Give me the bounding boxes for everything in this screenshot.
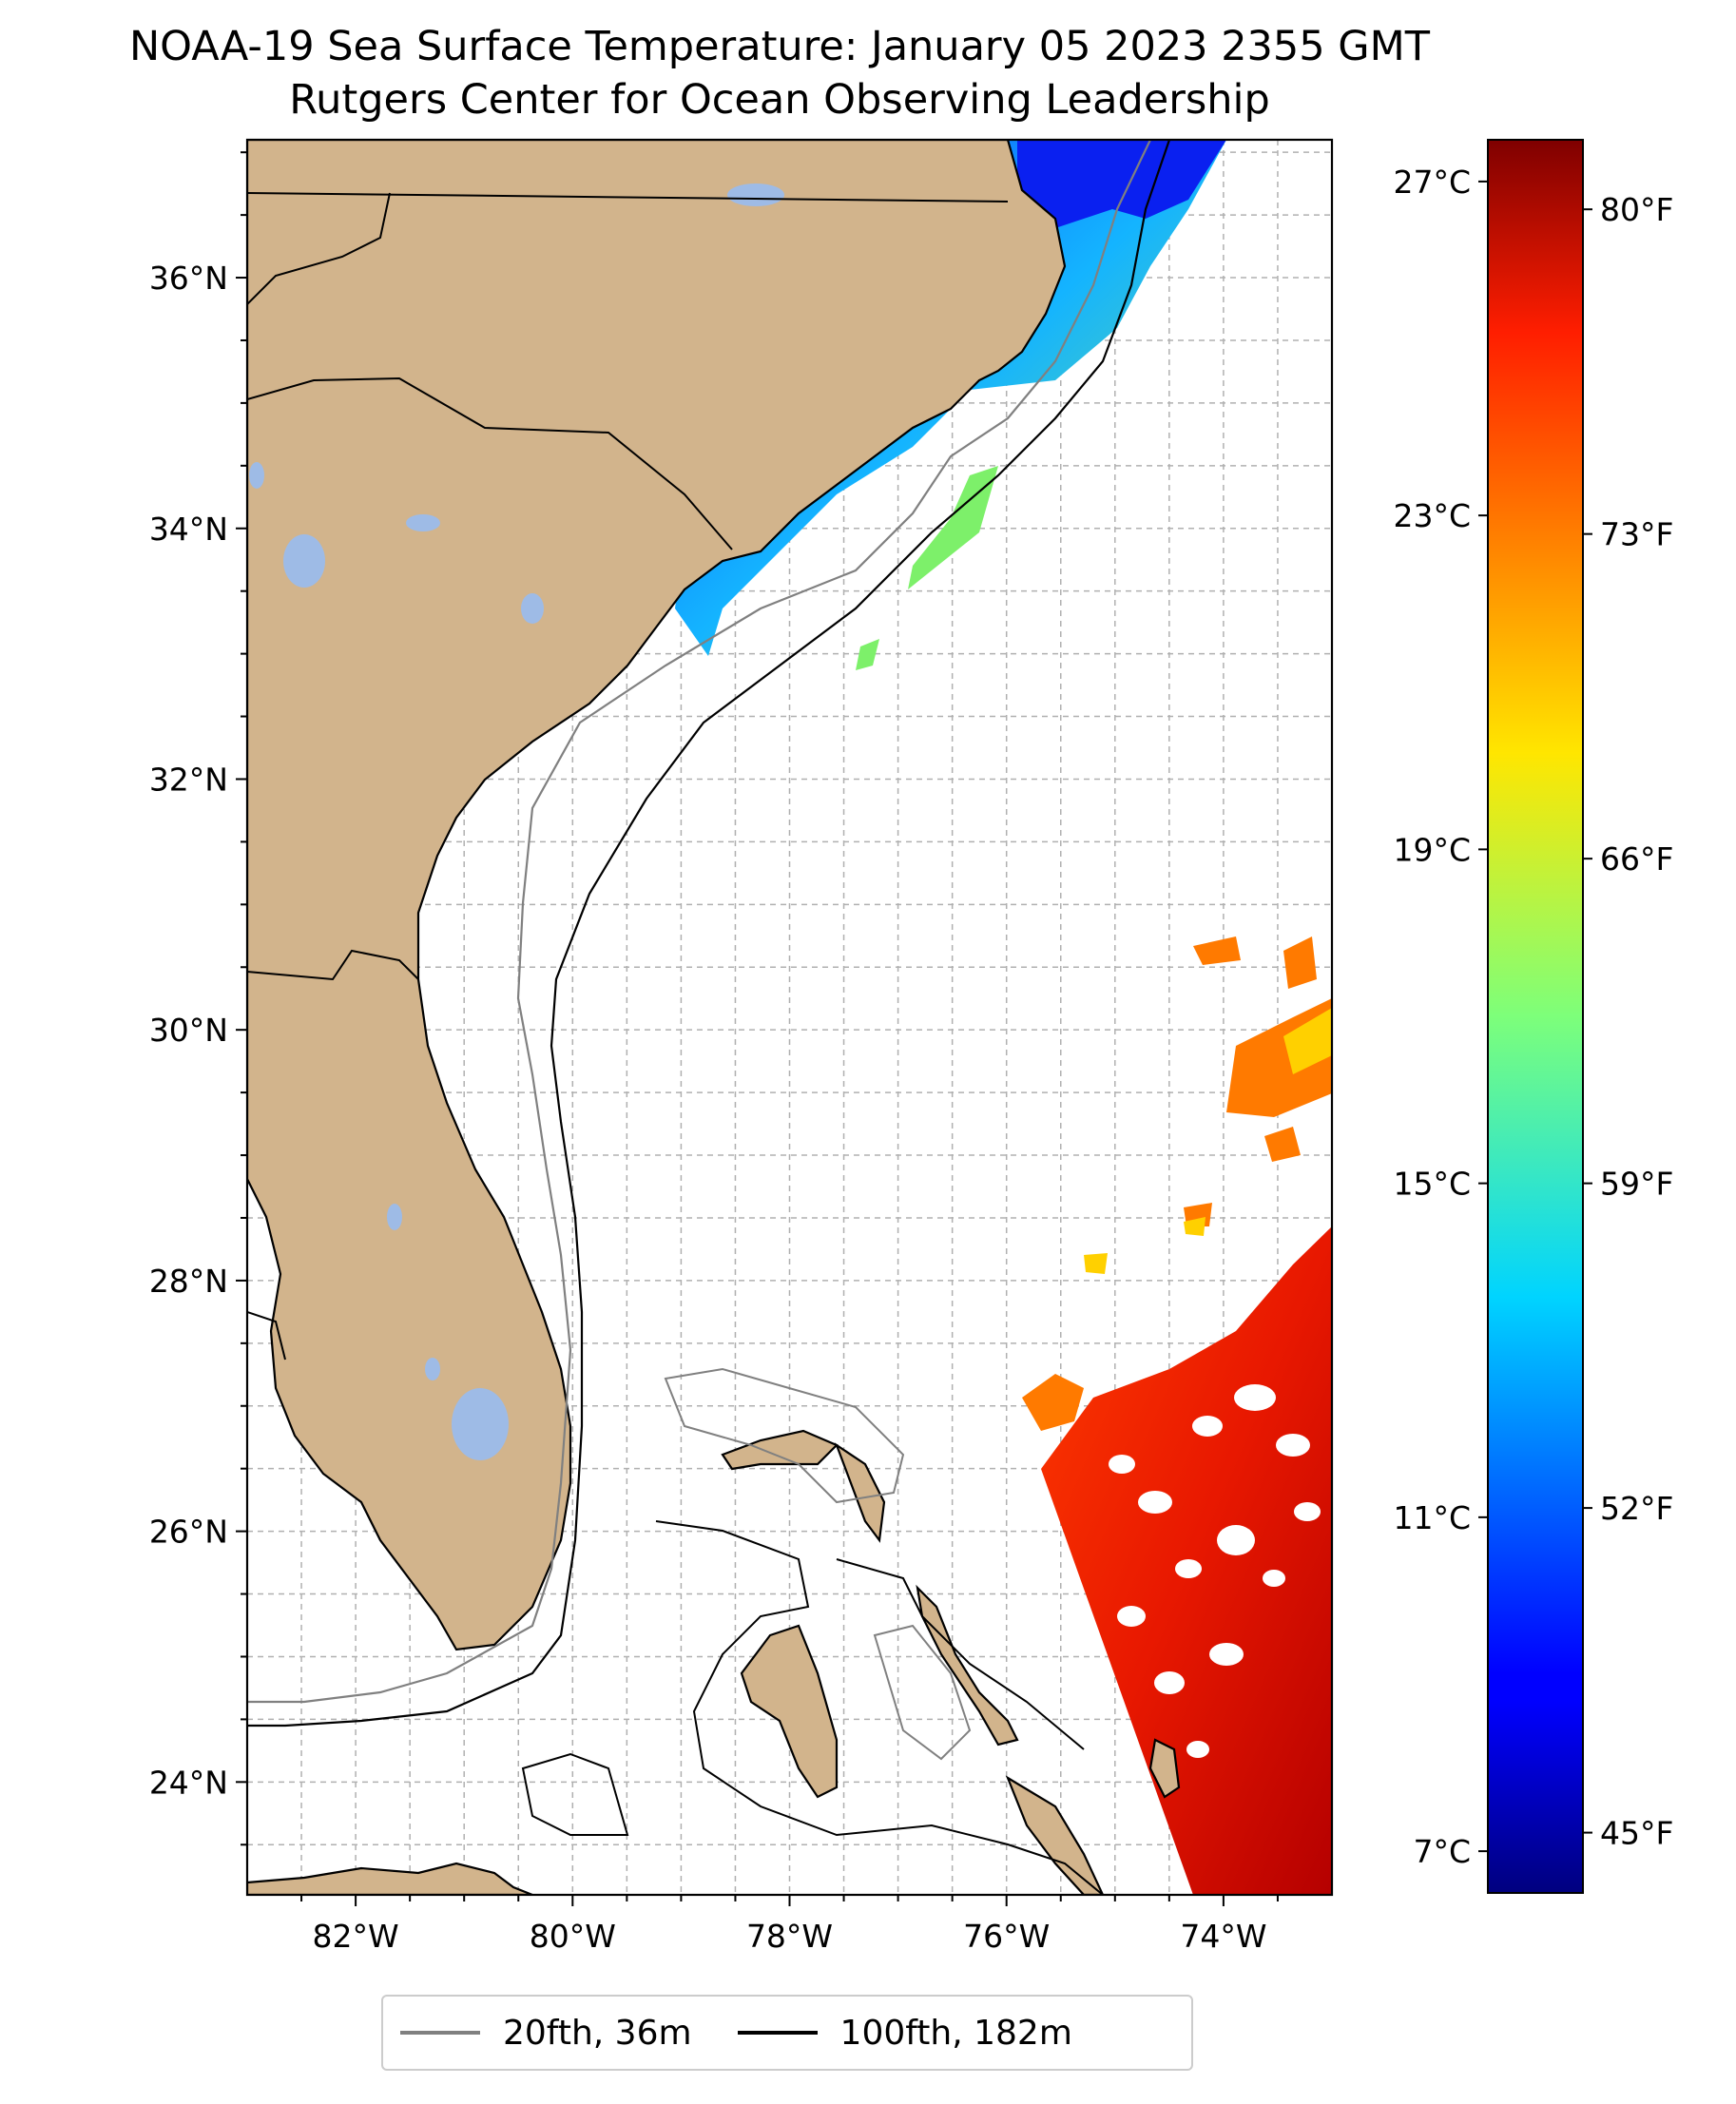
lon-tick-label: 74°W (1180, 1918, 1266, 1955)
colorbar-f-label: 80°F (1600, 191, 1673, 228)
colorbar-f-label: 45°F (1600, 1815, 1673, 1852)
legend-label-100fth: 100fth, 182m (839, 2013, 1072, 2053)
contour-20fth (247, 140, 1151, 1704)
lat-tick-label: 24°N (149, 1764, 228, 1801)
colorbar-f-label: 52°F (1600, 1490, 1673, 1527)
map-title: NOAA-19 Sea Surface Temperature: January… (129, 23, 1430, 70)
bathymetry-contours (247, 140, 1171, 1895)
longitude-axis: 82°W 80°W 78°W 76°W 74°W (300, 1895, 1279, 1955)
bahamas-grand-bahama (721, 1429, 839, 1471)
lon-tick-label: 80°W (530, 1918, 616, 1955)
bahamas-abaco (834, 1442, 886, 1543)
lon-tick-label: 78°W (746, 1918, 833, 1955)
sst-coastal-cold-dark (1017, 140, 1226, 228)
lat-tick-label: 30°N (149, 1012, 228, 1049)
bahamas-exumas (1005, 1775, 1105, 1895)
lon-tick-label: 76°W (963, 1918, 1050, 1955)
colorbar-f-label: 66°F (1600, 840, 1673, 878)
colorbar-c-label: 27°C (1393, 164, 1471, 201)
legend-line-gray (400, 2031, 480, 2035)
sst-yellow-fringe (1084, 1008, 1332, 1274)
lat-tick-label: 26°N (149, 1514, 228, 1551)
lat-tick-label: 32°N (149, 761, 228, 798)
state-borders (247, 192, 1009, 1361)
land (247, 140, 1181, 1895)
colorbar-c-label: 23°C (1393, 497, 1471, 534)
lakes (249, 183, 784, 1460)
colorbar-ticks: 27°C 23°C 19°C 15°C 11°C 7°C 80°F 73°F 66°F 59°F 5… (1393, 164, 1673, 1870)
colorbar-c-label: 19°C (1393, 831, 1471, 868)
sst-coastal-green (856, 466, 998, 670)
colorbar-c-label: 15°C (1393, 1166, 1471, 1203)
bahamas-andros (740, 1624, 839, 1799)
lat-tick-label: 28°N (149, 1263, 228, 1300)
cloud-mask (1109, 1384, 1321, 1758)
lon-tick-label: 82°W (313, 1918, 399, 1955)
legend-item-20fth: 20fth, 36m (400, 2014, 692, 2053)
lat-tick-label: 34°N (149, 511, 228, 548)
map-subtitle: Rutgers Center for Ocean Observing Leade… (289, 76, 1270, 124)
colorbar-f-label: 59°F (1600, 1166, 1673, 1203)
bahamas-cat-island (1148, 1738, 1181, 1799)
cuba (247, 1862, 533, 1895)
sst-warm-patches-north (1022, 936, 1332, 1431)
legend-item-100fth: 100fth, 182m (737, 2013, 1072, 2053)
colorbar (1487, 139, 1584, 1894)
legend-line-black (737, 2031, 818, 2035)
lat-tick-label: 36°N (149, 260, 228, 297)
legend: 20fth, 36m 100fth, 182m (381, 1995, 1193, 2071)
colorbar-c-label: 11°C (1393, 1499, 1471, 1536)
contour-100fth (247, 140, 1171, 1728)
legend-label-20fth: 20fth, 36m (503, 2013, 692, 2053)
latitude-axis: 36°N 34°N 32°N 30°N 28°N 26°N 24°N (149, 151, 247, 1846)
colorbar-f-label: 73°F (1600, 516, 1673, 553)
colorbar-c-label: 7°C (1413, 1833, 1471, 1870)
